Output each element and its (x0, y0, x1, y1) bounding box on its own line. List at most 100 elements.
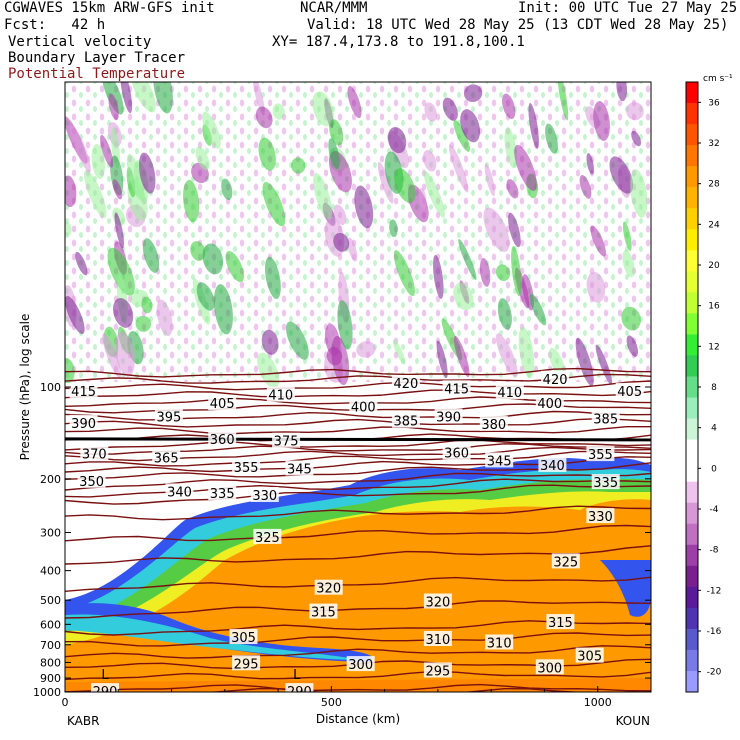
theta-label: 370 (82, 447, 107, 462)
center-label: NCAR/MMM (300, 0, 368, 16)
theta-label-bg (208, 395, 237, 411)
wave-blob (126, 153, 144, 201)
init-time: Init: 00 UTC Tue 27 May 25 (518, 0, 738, 16)
theta-label: 405 (210, 397, 235, 412)
theta-label: 365 (154, 451, 179, 466)
low-marker: L (101, 668, 109, 683)
theta-label: 390 (71, 417, 96, 432)
theta-label-bg (423, 662, 452, 678)
wave-blob (436, 340, 448, 379)
wave-blob (622, 221, 632, 251)
theta-label: 375 (274, 435, 299, 450)
wave-blob (506, 179, 519, 199)
theta-label: 415 (71, 385, 96, 400)
valid-time: Valid: 18 UTC Wed 28 May 25 (13 CDT Wed … (307, 17, 729, 33)
wave-blob (100, 134, 114, 168)
colorbar-swatch (686, 82, 698, 104)
wave-blob (65, 358, 75, 384)
wave-blob (225, 251, 245, 283)
field-label-vertical-velocity: Vertical velocity (8, 34, 152, 50)
wave-blob (393, 250, 415, 297)
theta-label: 310 (425, 633, 450, 648)
colorbar-swatch (686, 586, 698, 609)
theta-label: 320 (425, 596, 450, 611)
colorbar-swatch (686, 250, 698, 272)
colorbar-swatch (686, 670, 698, 693)
colorbar-swatch (686, 313, 698, 335)
colorbar-swatch (686, 649, 698, 672)
wave-blob (337, 300, 353, 350)
theta-label: 415 (444, 382, 469, 397)
forecast-hour: Fcst: 42 h (4, 17, 106, 33)
title-left: CGWAVES 15km ARW-GFS init (4, 0, 215, 16)
theta-label: 305 (577, 650, 602, 665)
wave-blob (458, 238, 477, 281)
colorbar-swatch (686, 565, 698, 588)
pressure-tick-label: 400 (40, 565, 61, 578)
wave-blob (453, 282, 474, 311)
wave-blob (528, 102, 539, 149)
wave-blob (423, 150, 437, 172)
wave-blob (286, 321, 309, 360)
theta-label: 300 (537, 661, 562, 676)
theta-label: 290 (287, 685, 312, 700)
wave-blob (377, 161, 394, 204)
colorbar-swatch (686, 187, 698, 209)
theta-label: 305 (231, 631, 256, 646)
theta-label: 360 (210, 433, 235, 448)
theta-label-bg (154, 408, 183, 424)
pressure-tick-label: 1000 (33, 686, 61, 699)
colorbar-swatch (686, 145, 698, 167)
wave-blob (511, 246, 522, 297)
colorbar-tick-label: 24 (708, 220, 720, 230)
theta-label-bg (495, 384, 524, 400)
isentrope-line (65, 450, 651, 467)
tropopause-line (65, 437, 651, 442)
theta-label: 340 (167, 485, 192, 500)
isentrope-line (65, 576, 651, 592)
theta-label: 355 (234, 461, 259, 476)
wave-blob (626, 101, 644, 121)
isentrope-line (65, 484, 651, 505)
wave-blob (347, 237, 358, 262)
wave-blob (329, 119, 344, 146)
wave-blob (418, 187, 427, 209)
wave-blob (112, 179, 123, 200)
wave-blob (394, 168, 416, 203)
colorbar-tick-label: -16 (707, 627, 722, 637)
isentrope-line (65, 426, 651, 435)
wave-blob (621, 306, 641, 331)
isentrope-line (65, 472, 651, 491)
theta-label: 385 (593, 413, 618, 428)
wave-blob (196, 282, 215, 311)
wave-blob (258, 137, 276, 171)
wave-blob (114, 212, 124, 249)
wave-blob (261, 329, 279, 355)
wave-blob (141, 296, 153, 314)
field-label-potential-temperature: Potential Temperature (8, 66, 186, 82)
theta-label-bg (165, 483, 194, 499)
isentrope-line (65, 524, 651, 542)
colorbar-swatch (686, 460, 698, 483)
wave-blob (484, 163, 495, 197)
theta-label-bg (272, 432, 301, 448)
theta-label: 400 (351, 401, 376, 416)
wave-blob (433, 254, 444, 299)
colorbar-swatch (686, 376, 698, 399)
distance-tick-label: 1000 (584, 696, 612, 709)
theta-label-bg (69, 414, 98, 430)
theta-label-bg (266, 386, 295, 402)
theta-label-bg (309, 603, 338, 619)
theta-label: 335 (593, 476, 618, 491)
wave-blob (156, 299, 173, 337)
colorbar-swatch (686, 481, 698, 504)
colorbar-swatch (686, 334, 698, 356)
colorbar-swatch (686, 607, 698, 630)
pressure-tick-label: 300 (40, 527, 61, 540)
cross-section-endpoints: XY= 187.4,173.8 to 191.8,100.1 (272, 34, 525, 50)
colorbar-swatch (686, 208, 698, 230)
theta-label: 315 (548, 616, 573, 631)
colorbar-swatch (686, 544, 698, 567)
theta-label: 420 (393, 377, 418, 392)
